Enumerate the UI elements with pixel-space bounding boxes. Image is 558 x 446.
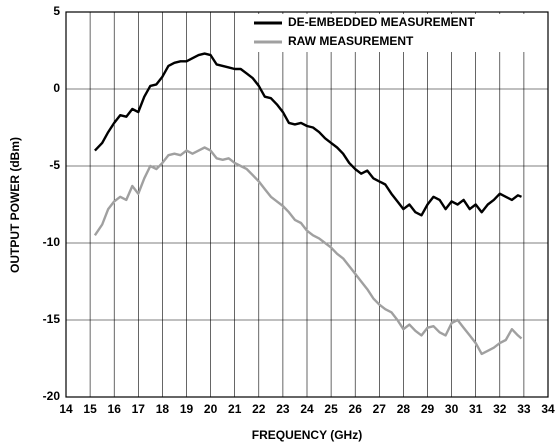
y-tick-label: -10 (43, 235, 61, 249)
x-tick-label: 31 (469, 402, 483, 416)
series-line (93, 146, 523, 356)
x-tick-label: 18 (156, 402, 170, 416)
x-tick-label: 27 (373, 402, 387, 416)
x-axis-title: FREQUENCY (GHz) (252, 428, 362, 442)
x-tick-label: 16 (108, 402, 122, 416)
x-tick-label: 20 (204, 402, 218, 416)
x-tick-label: 26 (349, 402, 363, 416)
plot-frame (65, 11, 549, 398)
x-tick-label: 24 (300, 402, 314, 416)
y-tick-label: -5 (49, 158, 60, 172)
x-tick-label: 14 (59, 402, 73, 416)
y-tick-label: -20 (43, 389, 61, 403)
x-tick-label: 15 (83, 402, 97, 416)
y-tick-label: -15 (43, 312, 61, 326)
x-tick-label: 19 (180, 402, 194, 416)
x-tick-label: 22 (252, 402, 266, 416)
legend-label: DE-EMBEDDED MEASUREMENT (288, 15, 475, 29)
x-tick-label: 21 (228, 402, 242, 416)
x-tick-label: 23 (276, 402, 290, 416)
x-tick-label: 17 (132, 402, 146, 416)
x-tick-label: 25 (324, 402, 338, 416)
x-tick-label: 30 (445, 402, 459, 416)
series-line (94, 52, 522, 217)
y-axis-title: OUTPUT POWER (dBm) (8, 137, 22, 273)
x-tick-label: 29 (421, 402, 435, 416)
y-tick-label: 5 (53, 4, 60, 18)
x-tick-label: 33 (517, 402, 531, 416)
x-tick-label: 32 (493, 402, 507, 416)
y-tick-label: 0 (53, 81, 60, 95)
legend-background (248, 14, 546, 52)
x-tick-label: 34 (541, 402, 555, 416)
legend-label: RAW MEASUREMENT (288, 34, 414, 48)
x-tick-label: 28 (397, 402, 411, 416)
